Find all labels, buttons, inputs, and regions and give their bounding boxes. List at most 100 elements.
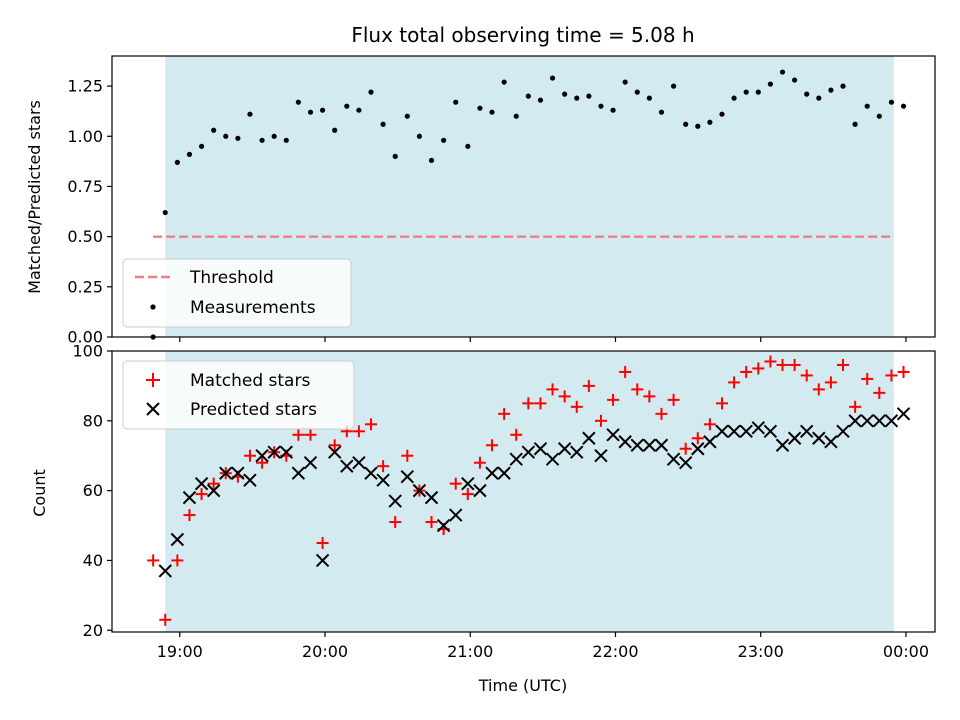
measurement-point <box>695 123 701 129</box>
predicted-star-point <box>449 508 463 522</box>
x-tick-label: 20:00 <box>302 642 348 661</box>
predicted-star-point <box>642 438 657 452</box>
measurement-point <box>186 151 193 157</box>
count-panel-frame <box>111 350 936 633</box>
predicted-star-point <box>860 414 874 428</box>
matched-star-point <box>546 383 559 396</box>
legend-predicted-swatch <box>146 402 160 416</box>
measurement-point <box>513 113 519 119</box>
predicted-star-point <box>436 518 451 533</box>
predicted-star-point <box>279 445 293 459</box>
measurement-point <box>235 135 241 141</box>
matched-star-point <box>703 418 716 431</box>
measurement-point <box>562 91 568 97</box>
measurement-point <box>211 127 217 133</box>
matched-star-point <box>183 509 196 522</box>
predicted-star-point <box>376 473 390 487</box>
count-y-tick-label: 60 <box>83 481 103 500</box>
predicted-star-point <box>533 442 548 456</box>
predicted-star-point <box>388 494 402 508</box>
predicted-star-point <box>352 455 366 470</box>
matched-star-point <box>740 365 753 378</box>
matched-star-point <box>498 407 511 420</box>
ratio-y-tick-label: 0.25 <box>67 277 103 296</box>
measurement-point <box>900 103 907 109</box>
predicted-star-point <box>787 431 802 445</box>
predicted-star-point <box>594 449 608 463</box>
measurement-point <box>670 83 677 89</box>
predicted-star-point <box>884 414 899 428</box>
predicted-star-point <box>678 455 693 470</box>
matched-star-point <box>873 386 886 399</box>
x-tick-label: 21:00 <box>447 642 493 661</box>
measurement-point <box>549 75 556 81</box>
predicted-star-point <box>836 424 850 438</box>
predicted-star-point <box>824 435 838 449</box>
measurement-point <box>307 109 314 115</box>
measurement-point <box>598 103 604 109</box>
ratio-y-ticks: 0.00 0.25 0.50 0.75 1.00 1.25 <box>67 77 112 347</box>
measurement-point <box>198 143 205 149</box>
predicted-star-point <box>630 438 644 452</box>
legend-measurements-label: Measurements <box>190 298 316 318</box>
predicted-star-point <box>896 407 911 421</box>
predicted-star-point <box>715 424 729 438</box>
matched-star-point <box>570 400 583 413</box>
measurement-point <box>271 133 277 139</box>
measurement-point <box>537 97 544 103</box>
measurement-point <box>816 95 822 101</box>
matched-star-point <box>486 439 499 452</box>
matched-star-point <box>631 383 644 396</box>
matched-star-point <box>147 554 160 567</box>
measurement-point <box>295 99 301 105</box>
predicted-star-point <box>327 445 342 459</box>
measurement-point <box>658 109 665 115</box>
matched-star-point <box>389 516 402 529</box>
measurement-point <box>864 103 870 109</box>
measurement-point <box>719 111 725 117</box>
measurement-point <box>828 87 834 93</box>
legend-matched-label: Matched stars <box>190 371 310 391</box>
predicted-star-point <box>618 435 632 449</box>
measurement-point <box>852 121 858 127</box>
predicted-star-point <box>412 483 427 498</box>
x-tick-label: 19:00 <box>157 642 203 661</box>
predicted-star-point <box>267 445 281 459</box>
measurement-point <box>259 137 265 143</box>
predicted-star-point <box>727 424 741 438</box>
count-y-axis-label: Count <box>30 469 49 517</box>
measurement-point <box>453 99 459 105</box>
predicted-star-point <box>751 421 766 435</box>
ratio-panel: 0.00 0.25 0.50 0.75 1.00 1.25 Flux total obse… <box>25 23 936 347</box>
ratio-legend-box <box>122 258 352 328</box>
measurement-point <box>634 89 640 95</box>
matched-star-point <box>558 390 571 403</box>
measurement-point <box>622 79 628 85</box>
predicted-star-point <box>206 483 221 498</box>
predicted-star-point <box>219 466 233 480</box>
matched-star-point <box>401 449 414 462</box>
predicted-star-point <box>158 564 172 578</box>
predicted-star-point <box>848 414 862 428</box>
measurement-point <box>416 133 423 139</box>
matched-star-point <box>897 365 910 378</box>
ratio-y-tick-label: 1.00 <box>67 127 103 146</box>
ratio-panel-frame <box>111 55 936 338</box>
matched-star-point <box>679 442 692 455</box>
measurement-point <box>404 113 410 119</box>
matched-star-point <box>425 516 438 529</box>
matched-star-point <box>776 358 789 371</box>
predicted-star-point <box>400 469 415 484</box>
measurement-point <box>368 89 374 95</box>
matched-star-point <box>752 362 765 375</box>
predicted-star-point <box>182 490 197 505</box>
x-axis-label: Time (UTC) <box>478 676 567 695</box>
ratio-y-tick-label: 0.75 <box>67 177 103 196</box>
predicted-star-point <box>775 438 790 452</box>
matched-star-point <box>837 358 850 371</box>
measurement-point <box>731 95 737 101</box>
predicted-star-point <box>582 431 596 445</box>
matched-star-point <box>824 376 837 389</box>
predicted-star-point <box>170 532 185 547</box>
